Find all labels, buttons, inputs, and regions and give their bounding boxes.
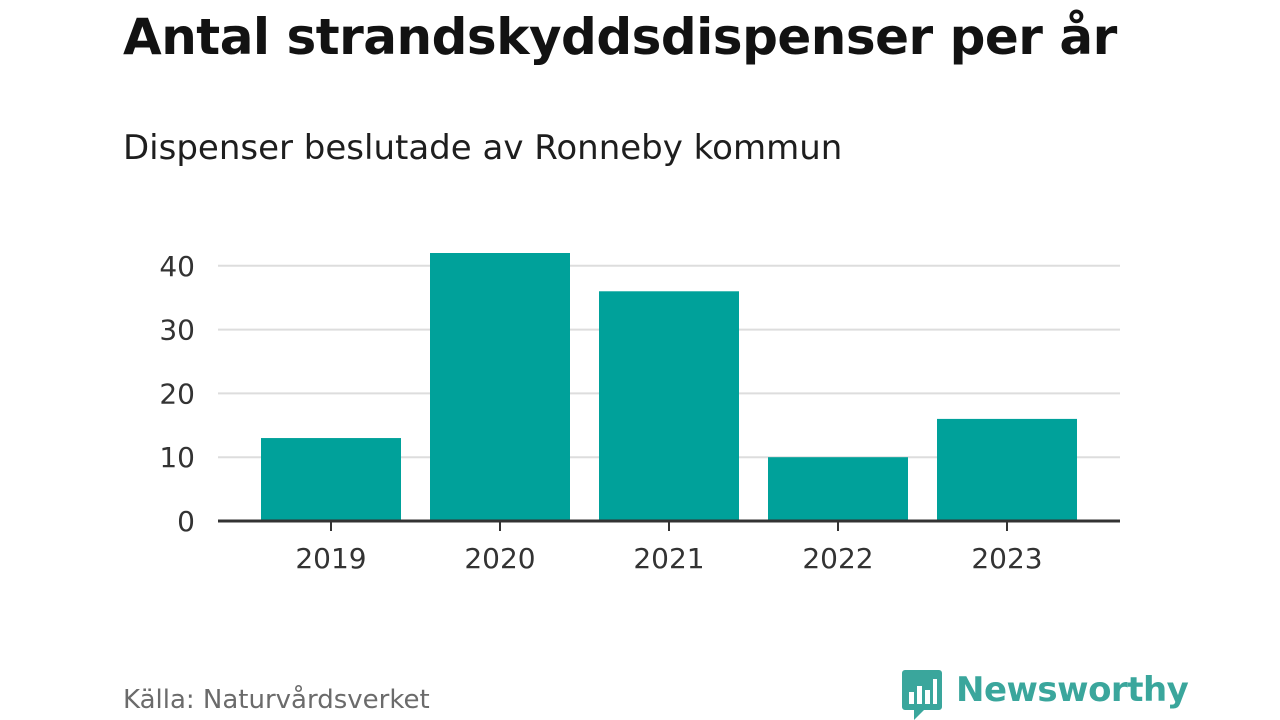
x-tick-label: 2022	[802, 542, 873, 575]
x-tick-label: 2019	[295, 542, 366, 575]
y-tick-label: 30	[159, 314, 195, 347]
bar	[430, 253, 570, 521]
bar	[937, 418, 1077, 521]
x-tick-label: 2020	[464, 542, 535, 575]
bar	[768, 457, 908, 521]
newsworthy-logo: Newsworthy	[902, 670, 1189, 720]
x-tick-label: 2021	[633, 542, 704, 575]
bar	[261, 438, 401, 521]
y-tick-label: 0	[177, 505, 195, 538]
bar	[599, 291, 739, 521]
source-note: Källa: Naturvårdsverket	[123, 685, 430, 715]
bar-chart-speech-bubble-icon	[902, 670, 942, 720]
chart-title: Antal strandskyddsdispenser per år	[123, 8, 1117, 66]
y-tick-label: 10	[159, 441, 195, 474]
logo-text: Newsworthy	[956, 670, 1189, 710]
chart-subtitle: Dispenser beslutade av Ronneby kommun	[123, 128, 843, 168]
y-tick-label: 20	[159, 377, 195, 410]
x-tick-label: 2023	[971, 542, 1042, 575]
y-tick-label: 40	[159, 250, 195, 283]
bar-chart: 0 10 20 30 40 2019 2020 2021 2022 2023	[159, 250, 1120, 575]
